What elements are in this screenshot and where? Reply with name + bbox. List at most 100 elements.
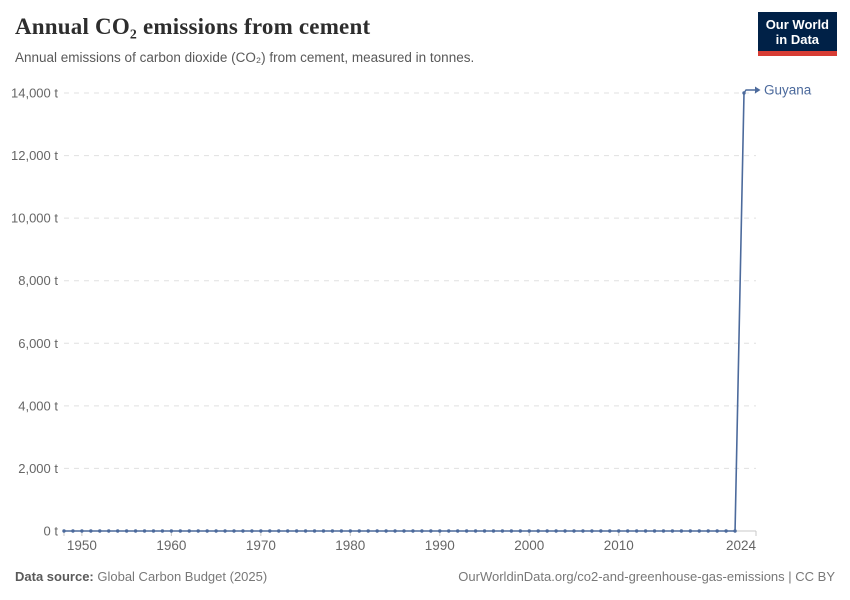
x-tick-label: 1950	[67, 538, 97, 553]
data-point	[71, 529, 75, 533]
data-point	[438, 529, 442, 533]
y-tick-label: 6,000 t	[18, 336, 58, 351]
data-point	[402, 529, 406, 533]
data-point	[375, 529, 379, 533]
label-connector	[743, 89, 755, 94]
data-point	[500, 529, 505, 533]
y-tick-label: 8,000 t	[18, 273, 58, 288]
data-point	[393, 529, 397, 533]
data-point	[205, 529, 209, 533]
data-point	[339, 529, 344, 533]
x-tick-label: 2010	[604, 538, 634, 553]
data-point	[643, 529, 648, 533]
data-point	[536, 529, 540, 533]
data-point	[447, 529, 451, 533]
data-point	[715, 529, 719, 533]
arrow-icon	[755, 86, 761, 94]
data-point	[670, 529, 675, 533]
emissions-line-chart: 0 t 2,000 t 4,000 t 6,000 t 8,000 t 10,000 t 1…	[11, 83, 812, 554]
y-tick-label: 14,000 t	[11, 86, 58, 101]
data-point	[160, 529, 165, 533]
data-point	[527, 529, 531, 533]
owid-logo[interactable]: Our World in Data	[757, 12, 837, 56]
footer-link[interactable]: OurWorldinData.org/co2-and-greenhouse-ga…	[458, 569, 835, 584]
data-point	[98, 529, 102, 533]
series-label: Guyana	[764, 83, 812, 98]
chart-footer: Data source: Global Carbon Budget (2025)…	[15, 569, 835, 584]
data-point	[196, 529, 200, 533]
data-point	[250, 529, 254, 533]
data-point	[169, 529, 174, 533]
data-point	[330, 529, 335, 533]
data-point	[62, 529, 66, 533]
data-point	[223, 529, 227, 533]
data-point	[151, 529, 156, 533]
data-point	[133, 529, 138, 533]
data-point	[285, 529, 290, 533]
data-point	[608, 529, 612, 533]
data-point	[107, 529, 111, 533]
data-point	[509, 529, 514, 533]
data-point	[124, 529, 129, 533]
y-tick-label: 4,000 t	[18, 398, 58, 413]
data-line	[64, 92, 745, 532]
data-source-value: Global Carbon Budget (2025)	[93, 569, 268, 584]
data-point	[420, 529, 424, 533]
data-point	[590, 529, 594, 533]
data-point	[89, 529, 93, 533]
x-tick-label: 1990	[425, 538, 455, 553]
data-point	[232, 529, 236, 533]
data-point	[348, 529, 353, 533]
data-point	[455, 529, 460, 533]
data-point	[652, 529, 657, 533]
data-point	[697, 529, 701, 533]
data-point	[259, 529, 263, 533]
data-point	[563, 529, 567, 533]
x-tick-label: 1970	[246, 538, 276, 553]
owid-logo-line2: in Data	[775, 32, 820, 47]
data-point	[303, 529, 308, 533]
owid-logo-line1: Our World	[765, 17, 829, 32]
x-tick-label: 2000	[514, 538, 544, 553]
data-point	[679, 529, 684, 533]
data-point	[187, 529, 191, 533]
y-tick-label: 12,000 t	[11, 148, 58, 163]
data-point	[115, 529, 120, 533]
data-point	[268, 529, 272, 533]
x-tick-label: 1960	[156, 538, 186, 553]
data-point	[178, 529, 183, 533]
data-point	[625, 529, 630, 533]
data-point	[321, 529, 326, 533]
data-point	[384, 529, 388, 533]
chart-subtitle: Annual emissions of carbon dioxide (CO₂)…	[15, 50, 475, 65]
data-point	[312, 529, 317, 533]
y-tick-label: 0 t	[44, 524, 59, 539]
data-point	[554, 529, 558, 533]
x-tick-label: 1980	[335, 538, 365, 553]
data-point	[617, 529, 621, 533]
y-tick-label: 2,000 t	[18, 461, 58, 476]
data-point	[518, 529, 523, 533]
data-point	[214, 529, 218, 533]
data-point	[634, 529, 639, 533]
data-point	[357, 529, 361, 533]
data-point	[661, 529, 666, 533]
data-point	[706, 529, 710, 533]
data-point	[411, 529, 415, 533]
data-source-label: Data source:	[15, 569, 94, 584]
data-point	[482, 529, 487, 533]
data-point	[429, 529, 433, 533]
data-point	[142, 529, 147, 533]
data-point	[724, 529, 728, 533]
data-point	[545, 529, 549, 533]
data-source: Data source: Global Carbon Budget (2025)	[15, 569, 267, 584]
data-point	[599, 529, 603, 533]
data-point	[581, 529, 585, 533]
data-point	[241, 529, 245, 533]
data-point	[366, 529, 370, 533]
chart-title: Annual CO₂ emissions from cement	[15, 14, 371, 39]
data-point	[473, 529, 478, 533]
data-point	[80, 529, 84, 533]
data-point	[464, 529, 469, 533]
